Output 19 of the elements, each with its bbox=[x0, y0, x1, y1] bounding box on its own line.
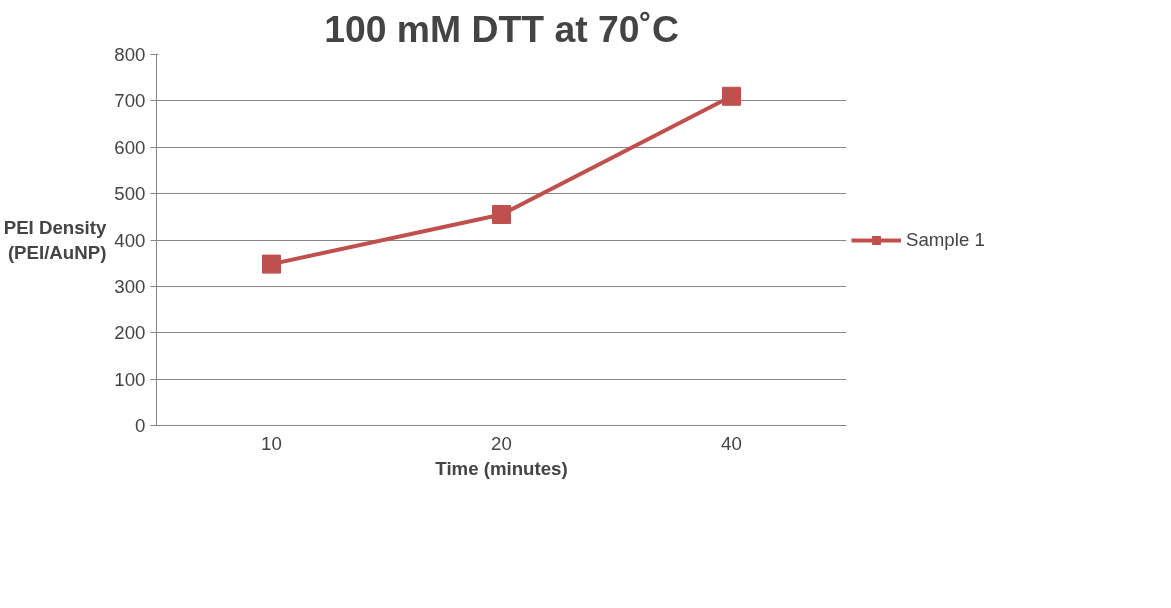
y-tick-label: 0 bbox=[135, 415, 146, 436]
legend-label: Sample 1 bbox=[906, 228, 985, 251]
y-tick-label: 700 bbox=[114, 90, 146, 112]
y-tick-label: 500 bbox=[114, 183, 146, 205]
x-tick-label: 40 bbox=[721, 432, 742, 454]
y-tick-label: 300 bbox=[114, 275, 146, 297]
y-tick-label: 400 bbox=[114, 229, 146, 251]
x-tick-label: 20 bbox=[491, 432, 512, 454]
point bbox=[262, 254, 281, 274]
point bbox=[492, 204, 511, 224]
x-tick-label: 10 bbox=[261, 432, 282, 454]
point bbox=[722, 86, 741, 106]
y-tick-label: 200 bbox=[114, 322, 146, 344]
chart-title: 100 mM DTT at 70˚C bbox=[324, 7, 679, 50]
y-tick-label: 800 bbox=[114, 44, 146, 65]
y-axis-title: PEI Density (PEI/AuNP) bbox=[3, 216, 107, 264]
y-tick-label: 100 bbox=[114, 368, 146, 390]
y-tick-label: 600 bbox=[114, 136, 146, 158]
x-axis-title: Time (minutes) bbox=[435, 457, 568, 479]
